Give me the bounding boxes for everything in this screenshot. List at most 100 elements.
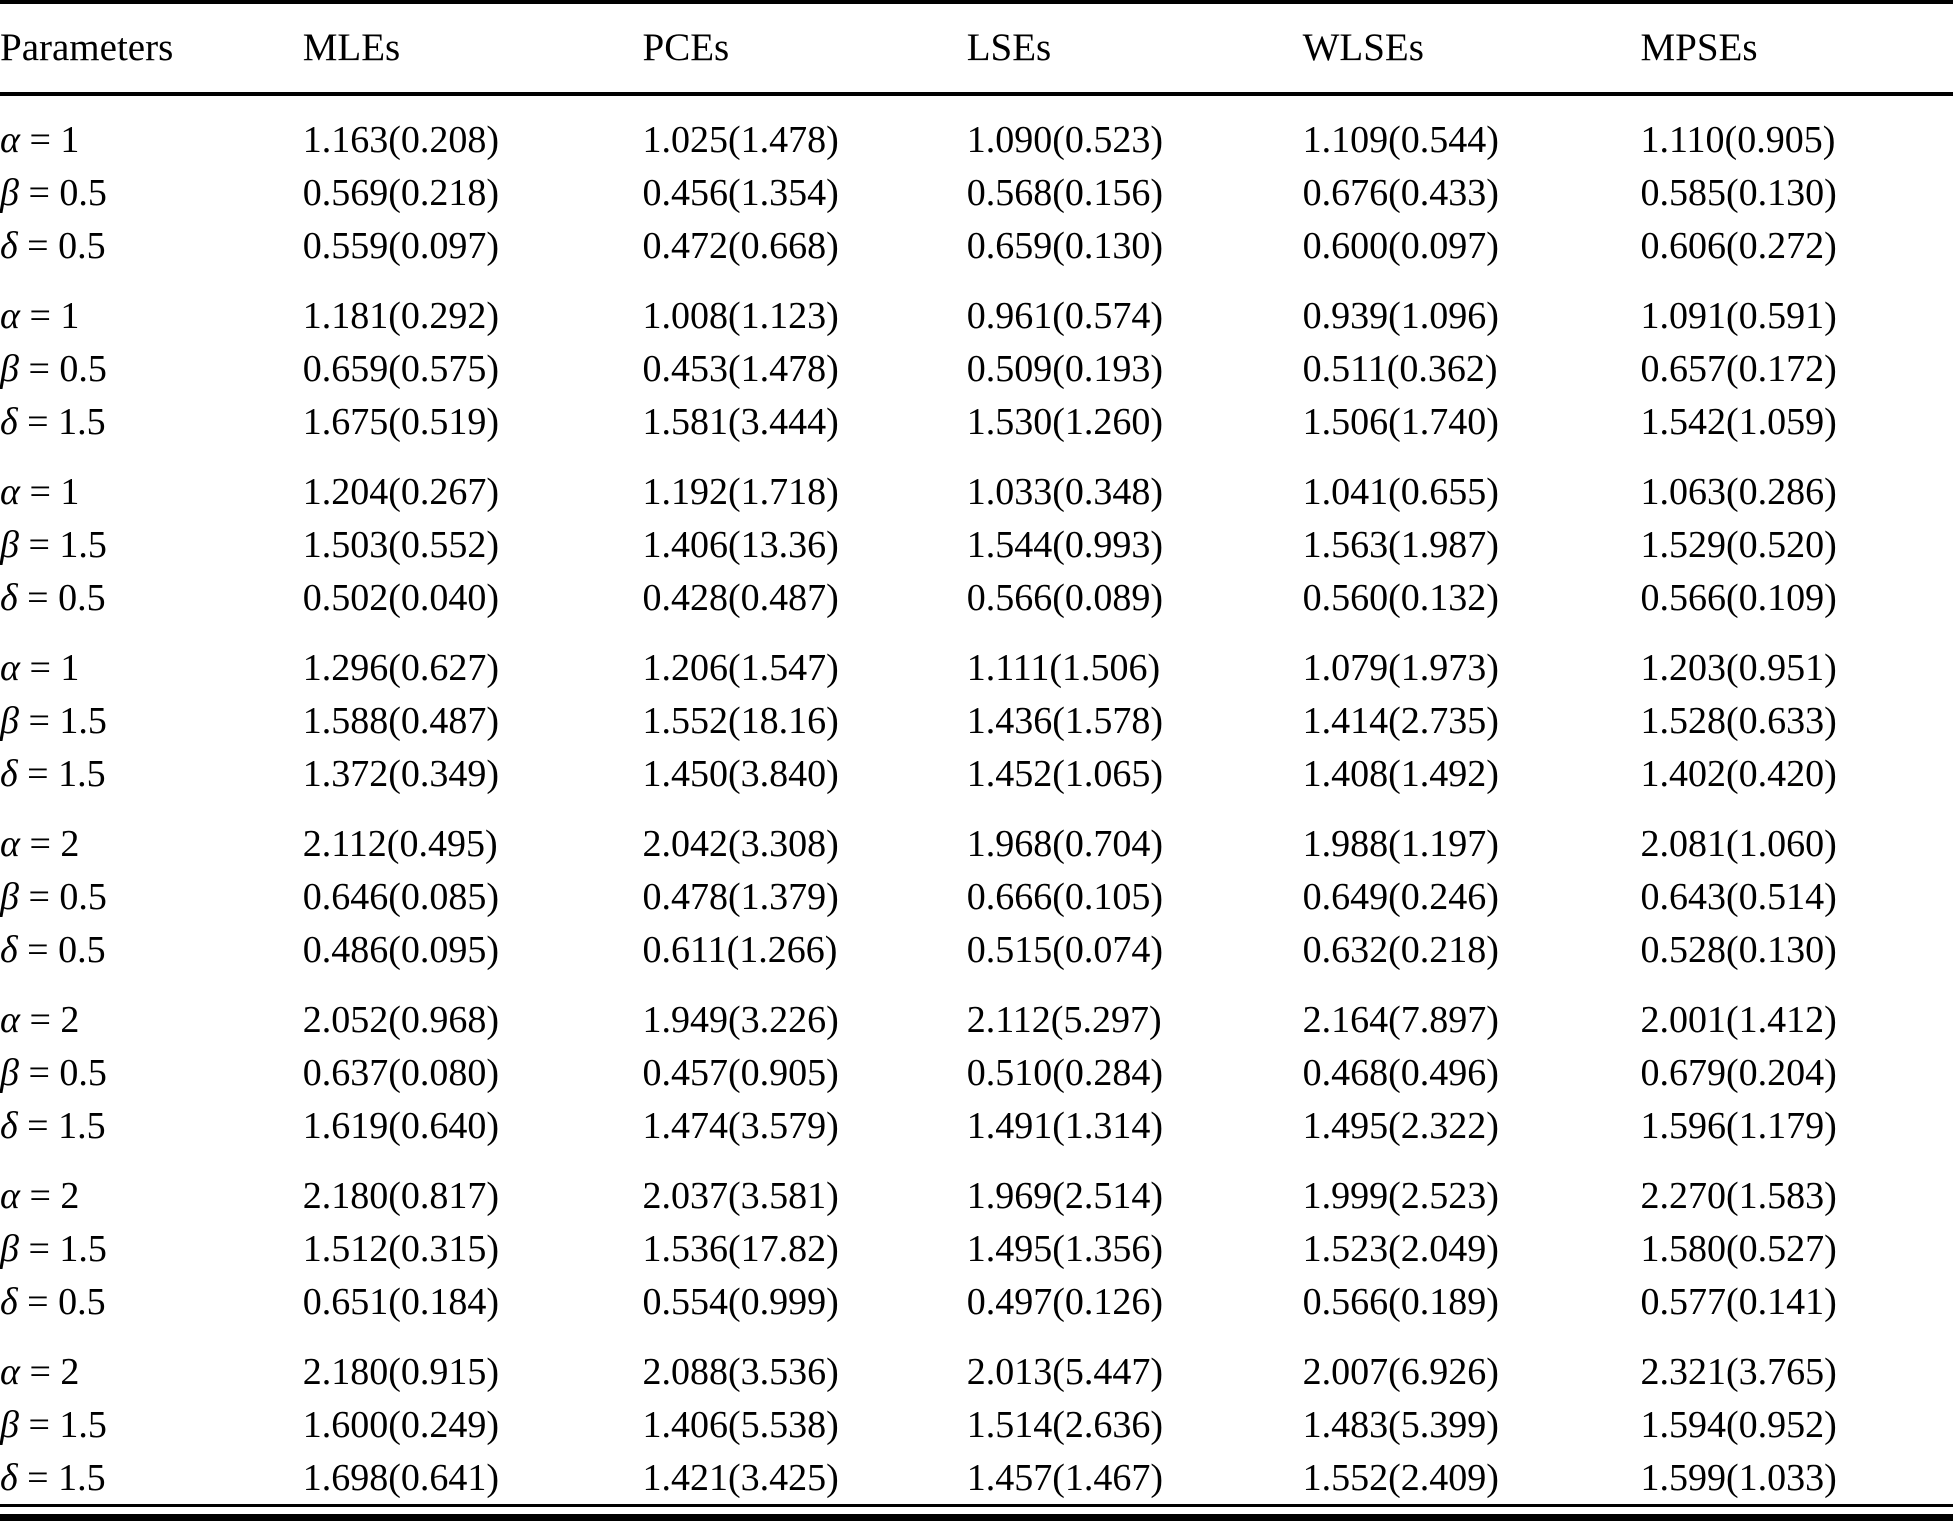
table-row: β = 0.5 0.569(0.218) 0.456(1.354) 0.568(0.1…	[0, 166, 1953, 219]
estimate-cell-mles: 1.675(0.519)	[302, 400, 500, 443]
estimate-cell-wlses: 2.007(6.926)	[1302, 1350, 1499, 1393]
estimate-cell-pces: 0.457(0.905)	[642, 1051, 839, 1094]
parameter-value: = 2	[19, 998, 80, 1041]
estimate-cell-mpses: 0.679(0.204)	[1640, 1051, 1837, 1094]
parameter-cell: α = 1	[0, 94, 303, 166]
estimate-cell-lses: 0.509(0.193)	[966, 347, 1164, 390]
estimate-cell-pces: 0.472(0.668)	[642, 224, 839, 267]
estimate-cell-wlses: 1.552(2.409)	[1302, 1456, 1499, 1499]
estimate-cell-pces: 1.206(1.547)	[642, 646, 839, 689]
estimate-cell-lses: 1.457(1.467)	[966, 1456, 1164, 1499]
estimate-cell-mles: 0.651(0.184)	[302, 1280, 500, 1323]
estimate-cell-pces: 1.949(3.226)	[642, 998, 839, 1041]
estimate-cell-wlses: 0.676(0.433)	[1302, 171, 1499, 214]
parameter-cell: β = 0.5	[0, 166, 303, 219]
estimate-cell-pces: 1.025(1.478)	[642, 118, 839, 161]
estimate-cell-mles: 1.163(0.208)	[302, 118, 500, 161]
estimate-cell-mles: 0.502(0.040)	[302, 576, 500, 619]
parameter-symbol: β	[0, 1403, 19, 1446]
parameter-symbol: α	[0, 998, 20, 1041]
estimate-cell-wlses: 0.560(0.132)	[1302, 576, 1499, 619]
table-row: β = 1.5 1.588(0.487) 1.552(18.16) 1.436(1.5…	[0, 694, 1953, 747]
estimate-cell-mles: 0.659(0.575)	[302, 347, 500, 390]
table-row: β = 0.5 0.646(0.085) 0.478(1.379) 0.666(0.1…	[0, 870, 1953, 923]
estimate-cell-mpses: 0.566(0.109)	[1640, 576, 1837, 619]
parameter-cell: δ = 1.5	[0, 1099, 303, 1152]
table-row: δ = 1.5 1.372(0.349) 1.450(3.840) 1.452(1.0…	[0, 747, 1953, 800]
estimate-cell-pces: 2.037(3.581)	[642, 1174, 839, 1217]
estimate-cell-pces: 0.611(1.266)	[642, 928, 838, 971]
parameter-cell: β = 0.5	[0, 1046, 303, 1099]
parameter-cell: β = 0.5	[0, 870, 303, 923]
estimate-cell-wlses: 1.483(5.399)	[1302, 1403, 1499, 1446]
parameter-cell: α = 1	[0, 448, 303, 518]
table-row: α = 2 2.180(0.817) 2.037(3.581) 1.969(2.514…	[0, 1152, 1953, 1222]
estimate-cell-lses: 2.013(5.447)	[966, 1350, 1164, 1393]
estimate-cell-lses: 1.491(1.314)	[966, 1104, 1164, 1147]
parameter-value: = 2	[19, 1350, 80, 1393]
parameter-cell: δ = 1.5	[0, 1451, 303, 1506]
estimate-cell-mpses: 0.606(0.272)	[1640, 224, 1837, 267]
parameter-cell: δ = 1.5	[0, 395, 303, 448]
parameter-cell: α = 1	[0, 272, 303, 342]
estimate-cell-mpses: 0.577(0.141)	[1640, 1280, 1837, 1323]
estimate-cell-wlses: 1.563(1.987)	[1302, 523, 1499, 566]
parameter-symbol: δ	[0, 1280, 18, 1323]
estimate-cell-mpses: 1.091(0.591)	[1640, 294, 1837, 337]
parameter-value: = 1.5	[17, 400, 106, 443]
estimate-cell-mpses: 0.528(0.130)	[1640, 928, 1837, 971]
table-row: β = 1.5 1.600(0.249) 1.406(5.538) 1.514(2.6…	[0, 1398, 1953, 1451]
estimate-cell-pces: 1.552(18.16)	[642, 699, 839, 742]
parameter-symbol: δ	[0, 1456, 18, 1499]
estimate-cell-mles: 2.180(0.817)	[302, 1174, 500, 1217]
table-row: δ = 0.5 0.486(0.095) 0.611(1.266) 0.515(0.0…	[0, 923, 1953, 976]
estimate-cell-mles: 0.569(0.218)	[302, 171, 500, 214]
estimate-cell-pces: 1.008(1.123)	[642, 294, 839, 337]
parameter-symbol: α	[0, 1350, 20, 1393]
estimate-cell-lses: 0.659(0.130)	[966, 224, 1164, 267]
estimate-cell-pces: 0.428(0.487)	[642, 576, 839, 619]
estimate-cell-lses: 0.510(0.284)	[966, 1051, 1164, 1094]
estimate-cell-mles: 1.204(0.267)	[302, 470, 500, 513]
estimate-cell-wlses: 1.079(1.973)	[1302, 646, 1499, 689]
estimate-cell-pces: 0.554(0.999)	[642, 1280, 839, 1323]
parameter-value: = 1	[19, 470, 80, 513]
column-header-mpses: MPSEs	[1640, 4, 1953, 96]
parameter-cell: δ = 0.5	[0, 219, 303, 272]
table-row: α = 1 1.204(0.267) 1.192(1.718) 1.033(0.348…	[0, 448, 1953, 518]
estimate-cell-lses: 1.495(1.356)	[966, 1227, 1164, 1270]
estimate-cell-pces: 0.478(1.379)	[642, 875, 839, 918]
estimate-cell-pces: 1.474(3.579)	[642, 1104, 839, 1147]
parameter-cell: δ = 0.5	[0, 571, 303, 624]
table-row: δ = 1.5 1.698(0.641) 1.421(3.425) 1.457(1.4…	[0, 1451, 1953, 1506]
parameter-symbol: β	[0, 1227, 19, 1270]
table-row: β = 0.5 0.659(0.575) 0.453(1.478) 0.509(0.1…	[0, 342, 1953, 395]
estimate-cell-mpses: 2.001(1.412)	[1640, 998, 1837, 1041]
estimate-cell-mpses: 1.110(0.905)	[1640, 118, 1836, 161]
parameter-symbol: β	[0, 347, 19, 390]
parameter-value: = 0.5	[18, 171, 107, 214]
estimate-cell-wlses: 1.414(2.735)	[1302, 699, 1499, 742]
estimate-cell-mpses: 0.585(0.130)	[1640, 171, 1837, 214]
estimate-cell-lses: 1.452(1.065)	[966, 752, 1164, 795]
table-row: α = 1 1.181(0.292) 1.008(1.123) 0.961(0.574…	[0, 272, 1953, 342]
table-row: δ = 0.5 0.559(0.097) 0.472(0.668) 0.659(0.1…	[0, 219, 1953, 272]
estimate-cell-wlses: 1.988(1.197)	[1302, 822, 1499, 865]
estimate-cell-mpses: 1.063(0.286)	[1640, 470, 1837, 513]
estimate-cell-wlses: 0.600(0.097)	[1302, 224, 1499, 267]
column-header-lses: LSEs	[966, 4, 1303, 96]
estimate-cell-mles: 1.503(0.552)	[302, 523, 500, 566]
estimate-cell-pces: 2.088(3.536)	[642, 1350, 839, 1393]
estimate-cell-pces: 1.581(3.444)	[642, 400, 839, 443]
parameter-cell: β = 1.5	[0, 1398, 303, 1451]
estimates-table: Parameters MLEs PCEs LSEs WLSEs MPSEs α = 1 1.…	[0, 4, 1953, 1507]
estimate-cell-lses: 1.033(0.348)	[966, 470, 1164, 513]
parameter-symbol: δ	[0, 576, 18, 619]
estimate-cell-mles: 1.619(0.640)	[302, 1104, 500, 1147]
estimate-cell-wlses: 0.511(0.362)	[1302, 347, 1498, 390]
estimate-cell-lses: 1.969(2.514)	[966, 1174, 1164, 1217]
parameter-value: = 2	[19, 1174, 80, 1217]
column-header-mles: MLEs	[302, 4, 643, 96]
parameter-cell: α = 2	[0, 976, 303, 1046]
column-header-wlses: WLSEs	[1302, 4, 1641, 96]
